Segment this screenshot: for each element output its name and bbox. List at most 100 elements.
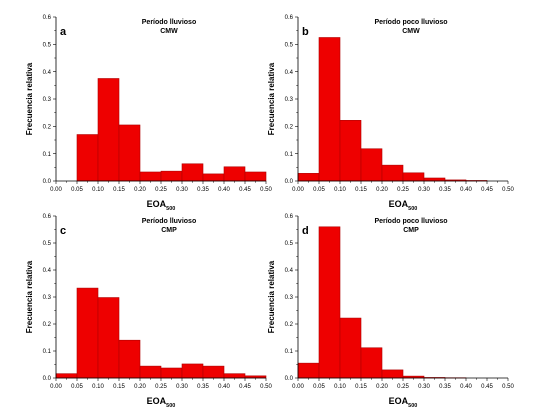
x-tick-label: 0.50 — [502, 187, 514, 193]
x-tick-label: 0.35 — [197, 384, 209, 390]
histogram-bar — [402, 172, 425, 182]
x-tick-label: 0.40 — [218, 384, 230, 390]
panel-letter: a — [60, 26, 67, 38]
histogram-bar — [360, 347, 383, 379]
x-tick-label: 0.50 — [260, 384, 272, 390]
histogram-bar — [381, 164, 404, 182]
x-tick-label: 0.20 — [376, 384, 388, 390]
y-tick-label: 0.2 — [43, 125, 52, 131]
x-tick-label: 0.20 — [134, 187, 146, 193]
y-tick-label: 0.3 — [285, 295, 294, 301]
x-tick-label: 0.15 — [113, 384, 125, 390]
histogram-bar — [244, 171, 267, 182]
x-tick-label: 0.00 — [292, 187, 304, 193]
x-tick-label: 0.10 — [334, 187, 346, 193]
panel-b: 0.00 0.05 0.10 0.15 0.20 0.25 0.30 0.35 0.40 0.45… — [267, 15, 514, 212]
panel-letter: b — [302, 26, 309, 38]
histogram-bar — [223, 166, 246, 182]
histogram-bar — [97, 297, 120, 379]
y-tick-label: 0.4 — [43, 70, 52, 76]
y-tick-label: 0.6 — [43, 15, 52, 21]
y-tick-label: 0.4 — [285, 70, 294, 76]
x-tick-label: 0.15 — [355, 187, 367, 193]
histogram-bar — [339, 317, 362, 379]
histogram-bar — [318, 37, 341, 182]
x-axis-label-subscript: 500 — [166, 206, 175, 212]
x-axis-label: EOA500 — [147, 396, 176, 409]
y-tick-label: 0.5 — [43, 43, 52, 49]
histogram-bar — [202, 365, 225, 379]
chart-title: Período poco lluvioso — [374, 218, 447, 225]
y-tick-label: 0.4 — [43, 268, 52, 274]
x-tick-label: 0.50 — [502, 384, 514, 390]
x-tick-label: 0.15 — [113, 187, 125, 193]
panel-letter: d — [302, 225, 309, 237]
x-tick-label: 0.40 — [218, 187, 230, 193]
y-tick-label: 0.0 — [43, 376, 52, 382]
y-tick-label: 0.2 — [285, 125, 294, 131]
histogram-bar — [139, 365, 162, 379]
panel-d: 0.00 0.05 0.10 0.15 0.20 0.25 0.30 0.35 0.40 0.45… — [267, 214, 514, 409]
chart-subtitle: CMP — [403, 227, 419, 234]
y-axis-label: Frecuencia relativa — [267, 260, 276, 333]
x-tick-label: 0.40 — [460, 384, 472, 390]
y-tick-label: 0.6 — [285, 15, 294, 21]
histogram-bar — [139, 171, 162, 182]
x-tick-label: 0.05 — [71, 384, 83, 390]
y-tick-label: 0.0 — [43, 179, 52, 185]
chart-title: Período lluvioso — [142, 19, 196, 26]
x-tick-label: 0.25 — [397, 384, 409, 390]
y-tick-label: 0.5 — [285, 43, 294, 49]
histogram-bar — [360, 148, 383, 182]
y-tick-label: 0.1 — [285, 349, 294, 355]
histogram-bar — [423, 177, 446, 182]
histogram-bar — [118, 124, 141, 182]
x-tick-label: 0.40 — [460, 187, 472, 193]
y-tick-label: 0.3 — [43, 97, 52, 103]
x-tick-label: 0.00 — [50, 187, 62, 193]
x-axis-label: EOA500 — [389, 396, 418, 409]
x-tick-label: 0.45 — [239, 187, 251, 193]
histogram-bar — [318, 226, 341, 379]
x-tick-label: 0.10 — [92, 384, 104, 390]
y-tick-label: 0.6 — [285, 214, 294, 220]
chart-title: Período poco lluvioso — [374, 19, 447, 26]
x-tick-label: 0.45 — [481, 187, 493, 193]
x-tick-label: 0.50 — [260, 187, 272, 193]
x-tick-label: 0.05 — [313, 187, 325, 193]
x-tick-label: 0.00 — [50, 384, 62, 390]
y-axis-label: Frecuencia relativa — [267, 62, 276, 135]
y-tick-label: 0.5 — [43, 241, 52, 247]
histogram-bar — [76, 134, 99, 182]
y-tick-label: 0.3 — [285, 97, 294, 103]
histogram-bar — [97, 78, 120, 182]
x-axis-label-main: EOA — [147, 199, 167, 209]
x-tick-label: 0.05 — [71, 187, 83, 193]
y-axis-label: Frecuencia relativa — [25, 62, 34, 135]
x-tick-label: 0.35 — [439, 384, 451, 390]
x-tick-label: 0.30 — [418, 187, 430, 193]
histogram-bar — [181, 363, 204, 379]
chart-subtitle: CMP — [161, 227, 177, 234]
x-axis-label-main: EOA — [389, 199, 409, 209]
x-tick-label: 0.35 — [439, 187, 451, 193]
histogram-bar — [76, 287, 99, 379]
x-axis-label-main: EOA — [389, 396, 409, 406]
x-axis-label-main: EOA — [147, 396, 167, 406]
panel-a: 0.00 0.05 0.10 0.15 0.20 0.25 0.30 0.35 0.40 0.45… — [25, 15, 272, 212]
x-tick-label: 0.15 — [355, 384, 367, 390]
x-tick-label: 0.45 — [239, 384, 251, 390]
chart-subtitle: CMW — [402, 28, 420, 35]
chart-title: Período lluvioso — [142, 218, 196, 225]
histogram-bar — [160, 170, 183, 182]
histogram-bar — [297, 362, 320, 379]
y-tick-label: 0.2 — [285, 322, 294, 328]
x-axis-label: EOA500 — [147, 199, 176, 212]
x-tick-label: 0.20 — [134, 384, 146, 390]
y-tick-label: 0.5 — [285, 241, 294, 247]
x-tick-label: 0.10 — [334, 384, 346, 390]
x-axis-label: EOA500 — [389, 199, 418, 212]
x-tick-label: 0.20 — [376, 187, 388, 193]
panel-letter: c — [60, 225, 66, 237]
x-axis-label-subscript: 500 — [408, 206, 417, 212]
